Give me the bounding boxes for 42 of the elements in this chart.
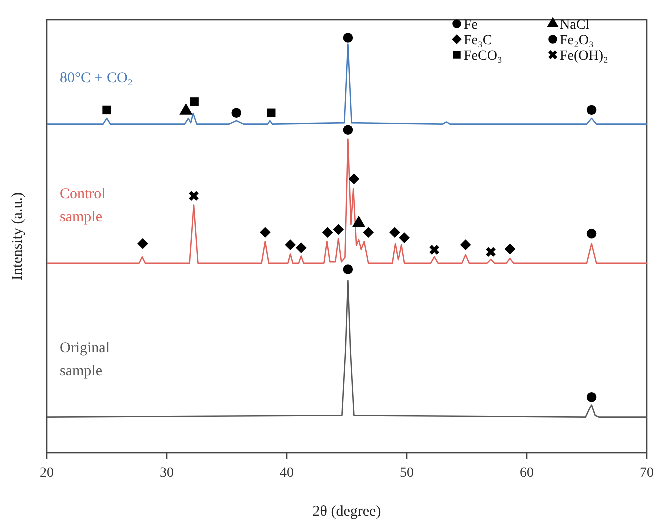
point [232, 108, 242, 118]
point [586, 105, 597, 116]
text: Original sample [60, 340, 110, 380]
point [363, 227, 374, 238]
legend-label: Fe₃C [464, 34, 492, 48]
point [399, 232, 410, 244]
point [285, 240, 296, 251]
x-tick-label: 50 [400, 466, 414, 481]
point [267, 108, 276, 118]
legend-label: NaCl [560, 18, 590, 33]
point [430, 245, 440, 255]
point [296, 242, 307, 254]
point [460, 240, 472, 251]
point [486, 247, 496, 258]
text: Control sample [60, 186, 106, 226]
point [189, 191, 199, 202]
x-tick-label: 20 [40, 466, 54, 481]
x-tick-label: 40 [280, 466, 294, 481]
y-axis-title: Intensity (a.u.) [10, 192, 26, 280]
point [343, 125, 354, 136]
legend-label: Fe₂O₃ [560, 34, 594, 48]
x-tick-label: 70 [640, 466, 654, 481]
point [322, 227, 334, 238]
point [348, 174, 360, 185]
x-axis-title: 2θ (degree) [312, 504, 382, 520]
point [343, 264, 354, 274]
point [138, 238, 148, 250]
point [333, 224, 344, 236]
point [190, 98, 199, 106]
point [343, 33, 354, 43]
x-tick-label: 30 [160, 466, 174, 481]
point [586, 229, 597, 239]
text: 80°C + CO₂ [60, 70, 134, 86]
point [586, 392, 597, 402]
point [390, 227, 400, 238]
x-tick-label: 60 [520, 466, 534, 481]
legend-label: FeCO₃ [464, 49, 502, 64]
legend-label: Fe [464, 18, 478, 33]
point [102, 106, 112, 115]
point [260, 227, 271, 238]
legend-label: Fe(OH)₂ [560, 49, 609, 64]
point [504, 244, 516, 255]
